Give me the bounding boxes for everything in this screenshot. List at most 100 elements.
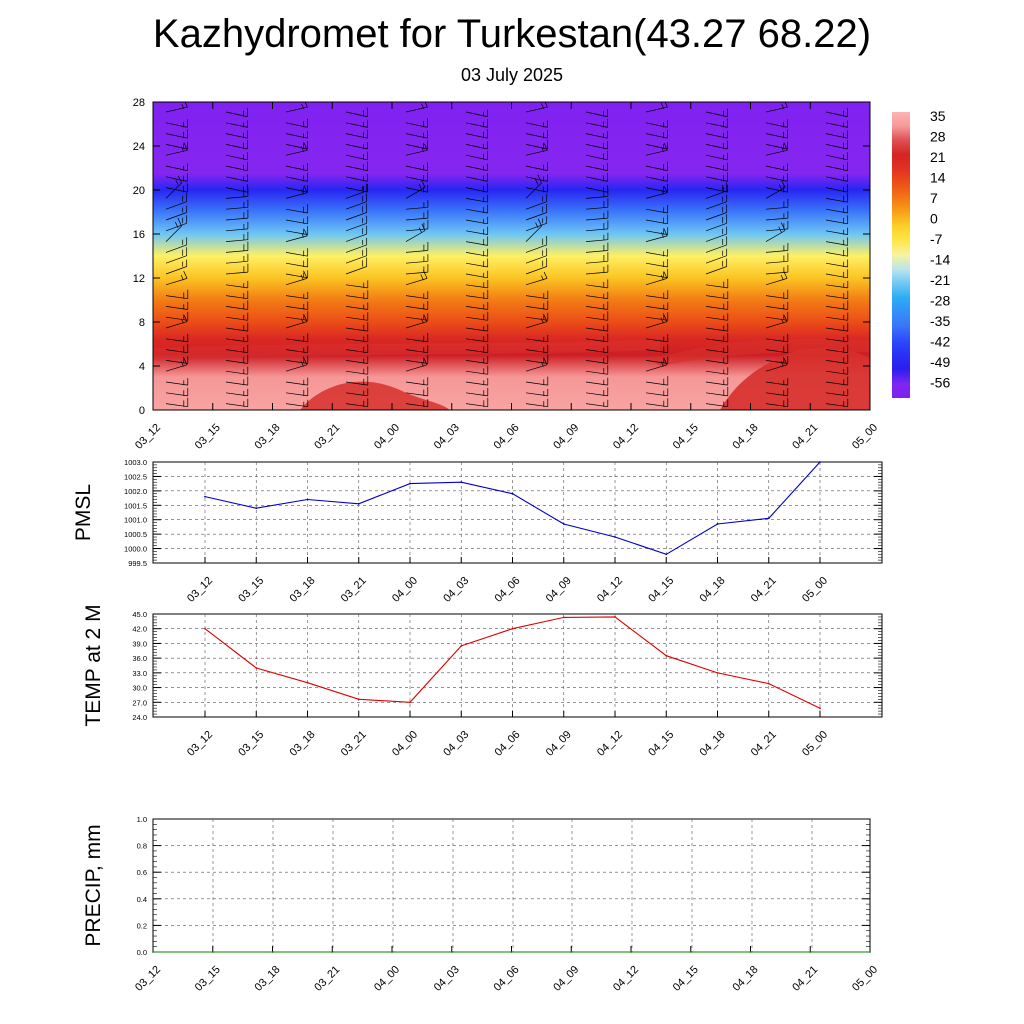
wind-barb (705, 355, 729, 364)
wind-barb (585, 242, 609, 253)
x-tick-label: 04_21 (790, 422, 820, 452)
wind-barb (345, 193, 368, 210)
wind-barb (525, 344, 549, 354)
x-tick-label: 03_21 (339, 575, 369, 605)
x-tick-label: 04_00 (372, 422, 402, 452)
wind-barb (825, 280, 849, 289)
wind-barb (825, 344, 849, 354)
wind-barb (525, 218, 542, 242)
x-tick-label: 04_09 (551, 964, 581, 994)
wind-barb (345, 225, 368, 242)
colorbar-label: -28 (930, 293, 950, 309)
x-tick-label: 04_12 (611, 964, 641, 994)
wind-barb (825, 269, 849, 279)
wind-barb (405, 314, 428, 329)
wind-barb (645, 205, 669, 214)
wind-barb (765, 198, 789, 210)
wind-barb (405, 242, 429, 253)
wind-barb (165, 387, 189, 397)
wind-barb (765, 289, 789, 300)
wind-barb (705, 332, 729, 343)
wind-barb (345, 107, 368, 117)
y-tick-label: 36.0 (132, 654, 147, 663)
wind-barb (165, 173, 188, 182)
wind-barb (645, 312, 669, 321)
y-tick-label: 1002.0 (124, 487, 147, 496)
wind-barb (705, 345, 729, 354)
wind-barb (585, 188, 609, 199)
wind-barb (165, 193, 188, 210)
wind-barb (345, 312, 369, 321)
wind-barb (285, 229, 308, 242)
x-tick-label: 04_15 (671, 422, 701, 452)
wind-barb (825, 259, 849, 268)
wind-barb (345, 161, 368, 171)
wind-barb (225, 290, 249, 300)
wind-barb (225, 366, 249, 375)
wind-barb (405, 377, 429, 386)
wind-barb (405, 162, 428, 171)
x-tick-label: 04_09 (551, 422, 581, 452)
wind-barb (465, 183, 488, 193)
wind-barb (285, 399, 309, 408)
wind-barb (585, 210, 609, 221)
wind-barb (225, 108, 248, 117)
data-point (630, 951, 632, 953)
wind-barb (825, 334, 849, 343)
wind-barb (525, 102, 548, 113)
data-point (306, 681, 309, 684)
wind-barb (705, 323, 729, 332)
x-tick-label: 03_21 (312, 964, 342, 994)
wind-barb (345, 290, 369, 300)
wind-barb (465, 204, 489, 214)
wind-barb (765, 243, 789, 253)
wind-barb (225, 280, 249, 289)
wind-barb (225, 322, 249, 332)
wind-barb (405, 210, 429, 221)
data-point (152, 951, 154, 953)
wind-barb (285, 163, 308, 171)
data-point (409, 701, 411, 704)
wind-barb (765, 315, 788, 329)
x-tick-label: 04_03 (441, 729, 471, 759)
wind-barb (645, 344, 669, 354)
wind-barb (525, 398, 549, 408)
x-tick-label: 03_12 (185, 729, 215, 759)
wind-barb (645, 173, 668, 182)
wind-barb (285, 172, 308, 182)
x-tick-label: 04_03 (432, 964, 462, 994)
x-tick-label: 03_21 (339, 729, 369, 759)
x-tick-label: 04_00 (390, 729, 420, 759)
x-tick-label: 04_21 (749, 575, 779, 605)
data-point (614, 536, 616, 538)
colorbar-label: 21 (930, 149, 946, 165)
wind-barb (585, 264, 609, 275)
wind-barb (345, 322, 369, 332)
wind-barb (525, 271, 548, 286)
y-tick-label: 24 (133, 141, 145, 153)
wind-barb (825, 152, 848, 161)
x-tick-label: 03_12 (133, 422, 163, 452)
y-tick-label: 28 (133, 97, 145, 109)
wind-barb (525, 174, 548, 182)
wind-barb (765, 163, 788, 171)
wind-barb (405, 140, 428, 150)
wind-barb (525, 313, 548, 329)
surface-heat-overlay (153, 338, 870, 410)
data-point (511, 492, 514, 495)
wind-barb (225, 241, 249, 253)
wind-barb (285, 345, 309, 354)
wind-barb (525, 162, 548, 171)
x-tick-label: 05_00 (850, 964, 880, 994)
wind-barb (165, 333, 189, 343)
y-tick-label: 999.5 (128, 559, 147, 568)
wind-barb (765, 387, 789, 397)
wind-barb (825, 376, 849, 386)
wind-barb (165, 315, 188, 329)
wind-barb (225, 312, 249, 321)
wind-barb (465, 365, 489, 375)
data-point (809, 951, 812, 953)
wind-barb (525, 216, 548, 232)
wind-barb (345, 215, 368, 232)
wind-barb (645, 183, 668, 193)
